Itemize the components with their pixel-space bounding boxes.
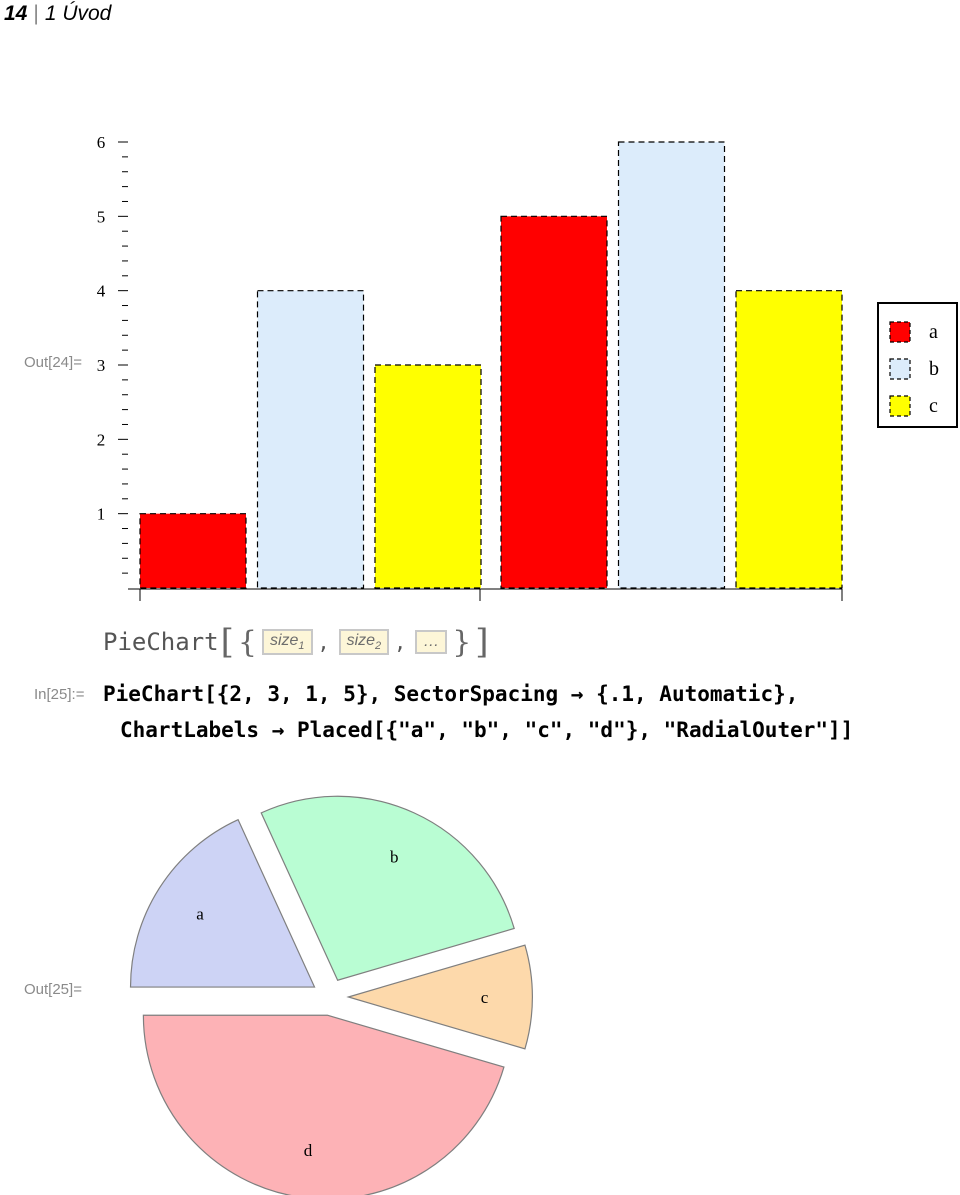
- page-number: 14: [4, 2, 28, 25]
- pie-label-b: b: [390, 847, 399, 866]
- placeholder-size1-sub: 1: [298, 640, 305, 653]
- bar-y-axis: 1 2 3 4 5 6: [97, 133, 128, 574]
- bar-c-group-1: [374, 364, 482, 589]
- pie-sectors: [129, 795, 534, 1195]
- y-tick-label: 3: [97, 356, 106, 375]
- pie-sector-c: [346, 944, 534, 1050]
- pie-sector-d: [142, 1014, 505, 1195]
- bar-b-group-2: [617, 141, 726, 589]
- legend-swatch-a: [889, 321, 911, 343]
- y-tick-label: 4: [97, 282, 106, 301]
- pie-labels: a b c d: [196, 847, 489, 1160]
- pie-sector-b: [260, 795, 515, 981]
- placeholder-size2-sub: 2: [375, 640, 382, 653]
- out25-label: Out[25]=: [24, 981, 82, 998]
- y-tick-label: 2: [97, 430, 106, 449]
- bar-legend: abc: [877, 302, 958, 428]
- template-open-bracket: [: [220, 622, 234, 662]
- bar-c-group-2: [735, 290, 843, 589]
- pie-sector-a: [129, 818, 316, 988]
- placeholder-size1-text: size: [269, 631, 299, 649]
- legend-label-a: a: [929, 321, 938, 343]
- template-open-brace: {: [237, 624, 257, 660]
- bar-chart: 1 2 3 4 5 6 abc: [97, 133, 958, 601]
- bar-a-group-2: [500, 215, 608, 589]
- bar-x-axis: [128, 588, 843, 601]
- code-line-1[interactable]: PieChart[{2, 3, 1, 5}, SectorSpacing → {…: [103, 682, 799, 706]
- pie-label-a: a: [196, 904, 204, 923]
- legend-label-c: c: [929, 395, 938, 417]
- placeholder-size1[interactable]: size1: [261, 628, 313, 656]
- pie-label-d: d: [304, 1141, 313, 1160]
- placeholder-size2[interactable]: size2: [338, 628, 390, 656]
- bar-bars: [139, 141, 843, 589]
- chapter-title: 1 Úvod: [44, 2, 112, 25]
- template-function: PieChart: [103, 628, 219, 656]
- legend-swatch-c: [889, 395, 911, 417]
- y-tick-label: 1: [97, 505, 106, 524]
- legend-swatch-b: [889, 358, 911, 380]
- pie-label-c: c: [481, 988, 489, 1007]
- header-separator: |: [33, 2, 39, 25]
- bar-a-group-1: [139, 513, 247, 589]
- template-comma-2: ,: [394, 630, 407, 654]
- y-tick-label: 6: [97, 133, 106, 152]
- out24-label: Out[24]=: [24, 354, 82, 371]
- in25-label: In[25]:=: [34, 686, 85, 703]
- bar-b-group-1: [256, 290, 365, 589]
- piechart-template: PieChart [ { size1, size2, … } ]: [103, 622, 491, 662]
- y-tick-label: 5: [97, 207, 106, 226]
- template-close-brace: }: [452, 624, 472, 660]
- code-line-2[interactable]: ChartLabels → Placed[{"a", "b", "c", "d"…: [120, 718, 854, 742]
- legend-label-b: b: [929, 358, 939, 380]
- template-close-bracket: ]: [475, 622, 489, 662]
- placeholder-ellipsis[interactable]: …: [415, 630, 448, 654]
- placeholder-size2-text: size: [346, 631, 376, 649]
- template-comma-1: ,: [317, 630, 330, 654]
- page-header: 14 | 1 Úvod: [4, 2, 111, 26]
